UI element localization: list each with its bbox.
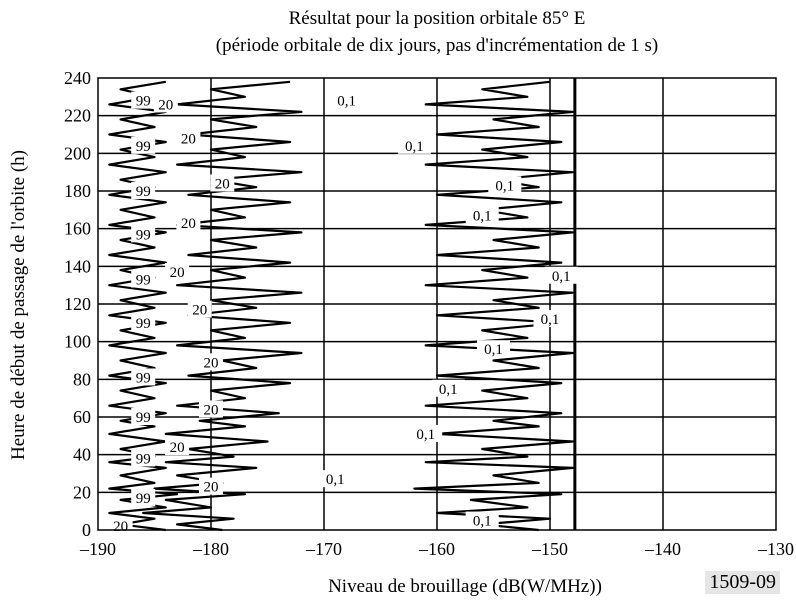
annotation-bg: [544, 266, 578, 284]
annotation-bg: [131, 91, 156, 109]
annotation-bg: [131, 270, 156, 288]
series-line-2: [413, 80, 574, 532]
x-tick-label: –170: [305, 539, 342, 559]
y-tick-label: 160: [64, 219, 91, 239]
contour-label: 99: [136, 491, 151, 507]
annotation-bg: [465, 511, 499, 529]
contour-label: 0,1: [484, 342, 503, 358]
annotation-bg: [199, 477, 223, 495]
annotation-bg: [131, 182, 156, 199]
contour-label: 20: [204, 355, 219, 371]
contour-label: 99: [136, 370, 151, 386]
annotation-bg: [199, 353, 223, 371]
annotation-bg: [131, 368, 156, 386]
contour-label: 20: [181, 216, 196, 232]
y-tick-label: 140: [64, 256, 91, 276]
contour-label: 20: [113, 519, 128, 535]
annotation-bg: [131, 225, 156, 243]
annotation-bg: [153, 95, 178, 113]
figure-id: 1509-09: [705, 571, 780, 594]
annotation-bg: [165, 262, 190, 280]
y-tick-label: 20: [73, 482, 91, 502]
x-tick-label: –130: [757, 539, 794, 559]
y-tick-label: 200: [64, 143, 91, 163]
annotation-bg: [431, 379, 465, 397]
annotation-bg: [187, 300, 212, 318]
contour-label: 99: [136, 184, 151, 200]
contour-label: 20: [170, 440, 185, 456]
y-axis-label: Heure de début de passage de l'orbite (h…: [8, 150, 29, 460]
contour-label: 99: [136, 227, 151, 243]
contour-label: 0,1: [326, 472, 345, 488]
contour-label: 0,1: [552, 269, 571, 285]
x-tick-label: –180: [192, 539, 229, 559]
y-tick-label: 180: [64, 181, 91, 201]
y-tick-label: 0: [82, 520, 91, 540]
annotation-bg: [165, 438, 190, 456]
contour-label: 99: [136, 316, 151, 332]
x-tick-label: –140: [644, 539, 681, 559]
y-tick-label: 80: [73, 369, 91, 389]
annotation-bg: [131, 408, 156, 425]
contour-label: 99: [136, 94, 151, 110]
series-line-1: [142, 80, 303, 532]
contour-label: 99: [136, 410, 151, 426]
y-tick-label: 100: [64, 332, 91, 352]
annotation-bg: [533, 310, 567, 328]
annotation-bg: [131, 449, 156, 467]
y-tick-label: 40: [73, 445, 91, 465]
contour-label: 99: [136, 451, 151, 467]
y-tick-label: 60: [73, 407, 91, 427]
annotation-bg: [465, 206, 499, 224]
annotation-bg: [210, 174, 235, 192]
x-tick-label: –150: [531, 539, 568, 559]
contour-label: 20: [204, 480, 219, 496]
series-layer: [108, 80, 574, 532]
y-tick-label: 220: [64, 106, 91, 126]
annotation-bg: [477, 340, 510, 358]
annotation-bg: [318, 470, 352, 488]
contour-label: 99: [136, 273, 151, 289]
y-axis-ticks: 0 20 40 60 80 100 120 140 160 180 200 220 240: [64, 68, 91, 540]
contour-label: 20: [181, 131, 196, 147]
annotation-bg: [397, 136, 431, 154]
plot-frame: [97, 77, 777, 531]
y-tick-label: 240: [64, 68, 91, 88]
annotation-bg: [330, 91, 364, 109]
x-axis-label: Niveau de brouillage (dB(W/MHz)): [328, 576, 602, 597]
contour-label: 20: [204, 402, 219, 418]
contour-label: 20: [170, 265, 185, 281]
contour-label: 0,1: [439, 382, 458, 398]
contour-label: 0,1: [473, 208, 492, 224]
y-tick-label: 120: [64, 294, 91, 314]
annotation-bg: [488, 176, 522, 194]
chart-subtitle: (période orbitale de dix jours, pas d'in…: [216, 35, 658, 56]
annotation-bg: [131, 488, 156, 506]
annotation-layer: 20 0,1 99 20 0,1 99 20 0,1 99 20 0,1 99 20 0,1 99 20 0,1…: [108, 91, 578, 535]
contour-label: 20: [192, 303, 207, 319]
contour-label: 0,1: [416, 427, 435, 443]
annotation-bg: [176, 129, 201, 147]
contour-label: 99: [136, 139, 151, 155]
annotation-bg: [131, 313, 156, 331]
chart-title: Résultat pour la position orbitale 85° E: [289, 8, 586, 29]
contour-label: 0,1: [541, 312, 560, 328]
annotation-bg: [131, 136, 156, 154]
annotation-bg: [176, 214, 201, 232]
x-axis-ticks: –190 –180 –170 –160 –150 –140 –130: [79, 539, 794, 559]
contour-label: 20: [158, 97, 173, 113]
contour-label: 0,1: [473, 514, 492, 530]
annotation-bg: [409, 424, 443, 442]
contour-label: 20: [215, 176, 230, 192]
x-tick-label: –190: [79, 539, 116, 559]
annotation-bg: [199, 400, 223, 418]
contour-label: 0,1: [337, 94, 356, 110]
x-tick-label: –160: [418, 539, 455, 559]
contour-label: 0,1: [495, 178, 514, 194]
contour-label: 0,1: [405, 139, 424, 155]
